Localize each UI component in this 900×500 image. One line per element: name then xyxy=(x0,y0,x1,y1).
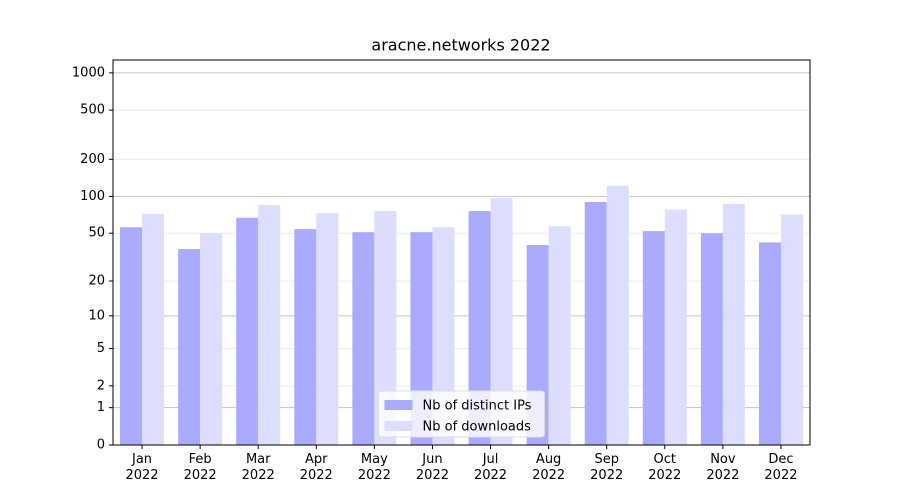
y-tick-label: 100 xyxy=(80,189,105,204)
bar xyxy=(236,217,259,445)
y-tick-label: 500 xyxy=(80,103,105,118)
legend-swatch xyxy=(384,400,413,410)
bar xyxy=(758,242,781,445)
y-tick-label: 5 xyxy=(97,341,105,356)
chart-title: aracne.networks 2022 xyxy=(371,36,550,55)
x-tick-label: Mar 2022 xyxy=(241,452,275,483)
legend-label: Nb of distinct IPs xyxy=(423,399,532,414)
legend-label: Nb of downloads xyxy=(423,420,532,435)
bar xyxy=(374,211,397,445)
bar xyxy=(294,229,317,445)
bar xyxy=(606,185,629,446)
bar xyxy=(200,233,223,445)
x-tick-label: Sep 2022 xyxy=(590,452,624,483)
y-tick-label: 1 xyxy=(97,400,105,415)
x-tick-label: Oct 2022 xyxy=(648,452,682,483)
bar xyxy=(584,202,607,445)
bar xyxy=(780,214,803,445)
bar xyxy=(352,232,375,445)
x-tick-label: Aug 2022 xyxy=(532,452,566,483)
y-tick-label: 50 xyxy=(88,226,105,241)
x-tick-label: Dec 2022 xyxy=(764,452,798,483)
legend-box xyxy=(378,390,545,438)
x-tick-label: Apr 2022 xyxy=(299,452,333,483)
y-tick-label: 1000 xyxy=(72,65,105,80)
bar xyxy=(700,233,723,445)
legend-swatch xyxy=(384,421,413,431)
bar xyxy=(316,213,339,445)
x-tick-label: Feb 2022 xyxy=(183,452,217,483)
bar xyxy=(642,231,665,445)
bar xyxy=(258,205,281,445)
y-tick-label: 20 xyxy=(88,274,105,289)
x-tick-label: Nov 2022 xyxy=(706,452,740,483)
plot-frame xyxy=(112,59,811,446)
legend: Nb of distinct IPs Nb of downloads xyxy=(378,390,545,438)
y-tick-label: 2 xyxy=(97,378,105,393)
bar xyxy=(178,249,201,445)
bar xyxy=(142,213,165,445)
x-tick-label: Jun 2022 xyxy=(415,452,449,483)
bar xyxy=(468,211,491,445)
x-tick-label: May 2022 xyxy=(357,452,391,483)
x-tick-label: Jan 2022 xyxy=(125,452,159,483)
y-tick-label: 200 xyxy=(80,152,105,167)
y-tick-label: 10 xyxy=(88,308,105,323)
bar xyxy=(490,198,513,445)
y-tick-label: 0 xyxy=(97,438,105,453)
bar xyxy=(664,209,687,445)
bar xyxy=(548,226,571,445)
bar xyxy=(722,203,745,445)
x-tick-label: Jul 2022 xyxy=(473,452,508,483)
bar xyxy=(120,227,143,445)
